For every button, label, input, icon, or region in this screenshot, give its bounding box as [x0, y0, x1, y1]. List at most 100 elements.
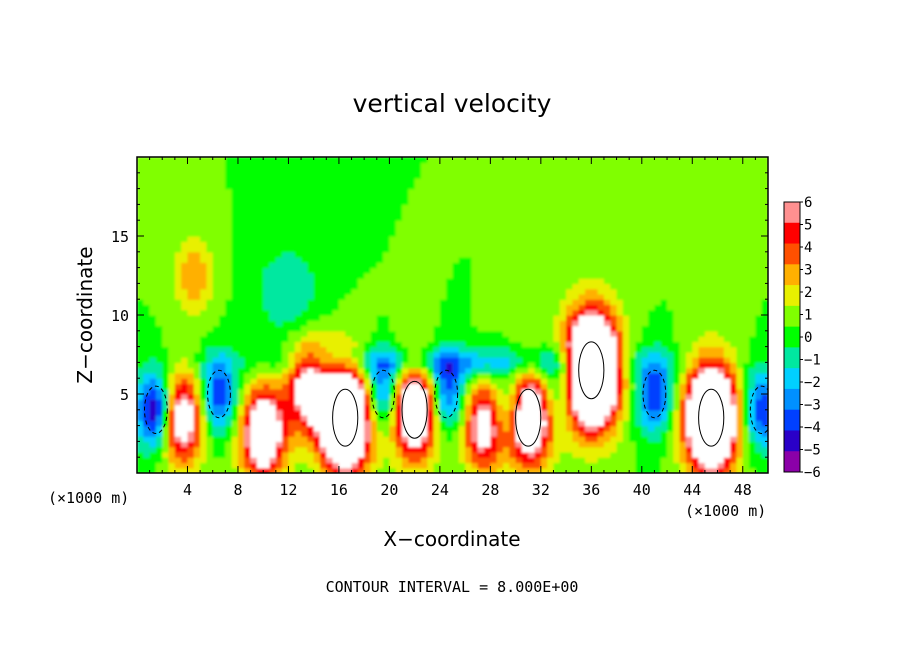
heatmap-cell [225, 293, 233, 300]
heatmap-cell [181, 315, 189, 321]
heatmap-cell [635, 162, 643, 169]
heatmap-cell [559, 214, 567, 221]
heatmap-cell [427, 230, 435, 237]
heatmap-cell [137, 446, 144, 453]
heatmap-cell [420, 372, 428, 379]
heatmap-cell [200, 336, 208, 342]
heatmap-cell [629, 157, 637, 163]
heatmap-cell [465, 346, 473, 353]
heatmap-cell [263, 293, 271, 300]
heatmap-cell [269, 425, 277, 432]
heatmap-cell [345, 188, 353, 195]
heatmap-cell [376, 367, 384, 374]
heatmap-cell [288, 430, 296, 437]
heatmap-cell [137, 230, 144, 237]
heatmap-cell [446, 378, 454, 385]
heatmap-cell [307, 262, 315, 269]
heatmap-cell [496, 267, 504, 274]
heatmap-cell [237, 162, 245, 169]
heatmap-cell [319, 457, 327, 464]
heatmap-cell [250, 378, 258, 385]
heatmap-cell [635, 315, 643, 321]
heatmap-cell [275, 462, 283, 469]
heatmap-cell [319, 467, 327, 473]
heatmap-cell [648, 436, 656, 442]
heatmap-cell [244, 325, 252, 332]
heatmap-cell [351, 251, 359, 258]
heatmap-cell [591, 278, 599, 284]
heatmap-cell [256, 236, 264, 242]
heatmap-cell [578, 183, 586, 190]
heatmap-cell [591, 214, 599, 221]
heatmap-cell [654, 199, 662, 205]
heatmap-cell [275, 220, 283, 227]
heatmap-cell [319, 246, 327, 253]
heatmap-cell [597, 394, 605, 400]
heatmap-cell [193, 388, 201, 395]
heatmap-cell [408, 399, 416, 406]
heatmap-cell [521, 451, 529, 458]
heatmap-cell [496, 467, 504, 473]
heatmap-cell [528, 341, 536, 348]
heatmap-cell [256, 304, 264, 311]
heatmap-cell [155, 246, 163, 253]
heatmap-cell [490, 172, 498, 179]
heatmap-cell [174, 262, 182, 269]
heatmap-cell [187, 193, 195, 200]
heatmap-cell [660, 388, 668, 395]
heatmap-cell [521, 188, 529, 195]
heatmap-cell [515, 451, 523, 458]
heatmap-cell [427, 399, 435, 406]
heatmap-cell [389, 404, 397, 411]
heatmap-cell [275, 372, 283, 379]
heatmap-cell [578, 330, 586, 337]
heatmap-cell [193, 251, 201, 258]
heatmap-cell [496, 341, 504, 348]
heatmap-cell [332, 288, 340, 295]
heatmap-cell [603, 299, 611, 306]
heatmap-cell [338, 362, 346, 369]
heatmap-cell [200, 225, 208, 232]
heatmap-cell [307, 351, 315, 358]
heatmap-cell [244, 188, 252, 195]
heatmap-cell [559, 262, 567, 269]
heatmap-cell [490, 209, 498, 216]
heatmap-cell [143, 246, 151, 253]
heatmap-cell [212, 372, 220, 379]
heatmap-cell [408, 325, 416, 332]
heatmap-cell [376, 372, 384, 379]
heatmap-cell [162, 367, 170, 374]
heatmap-cell [250, 383, 258, 390]
heatmap-cell [294, 241, 302, 248]
heatmap-cell [364, 420, 372, 427]
heatmap-cell [212, 446, 220, 453]
heatmap-cell [155, 341, 163, 348]
heatmap-cell [408, 209, 416, 216]
heatmap-cell [193, 267, 201, 274]
heatmap-cell [143, 204, 151, 211]
heatmap-cell [452, 325, 460, 332]
heatmap-cell [603, 357, 611, 363]
heatmap-cell [244, 367, 252, 374]
heatmap-cell [515, 346, 523, 353]
heatmap-cell [193, 383, 201, 390]
heatmap-cell [534, 257, 542, 263]
heatmap-cell [282, 167, 290, 174]
heatmap-cell [585, 420, 592, 427]
heatmap-cell [231, 193, 239, 200]
heatmap-cell [219, 183, 226, 190]
heatmap-cell [635, 157, 643, 163]
heatmap-cell [540, 220, 548, 227]
heatmap-cell [654, 188, 662, 195]
heatmap-cell [351, 167, 359, 174]
heatmap-cell [502, 178, 510, 184]
heatmap-cell [313, 199, 321, 205]
heatmap-cell [256, 409, 264, 416]
heatmap-cell [269, 304, 277, 311]
heatmap-cell [603, 457, 611, 464]
heatmap-cell [616, 288, 624, 295]
heatmap-cell [465, 188, 473, 195]
heatmap-cell [187, 383, 195, 390]
heatmap-cell [168, 346, 176, 353]
heatmap-cell [288, 320, 296, 327]
